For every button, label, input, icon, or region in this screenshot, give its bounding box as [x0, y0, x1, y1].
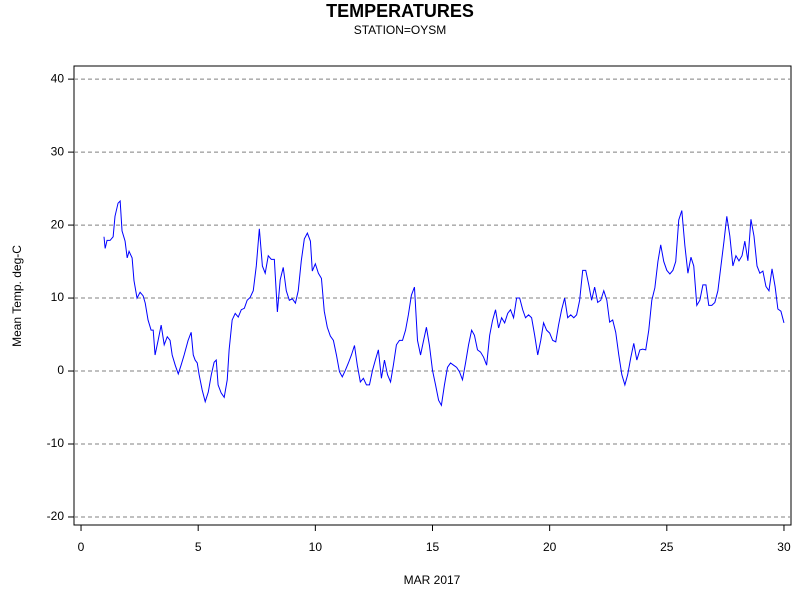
x-tick-label: 20 [543, 540, 557, 554]
y-axis-label: Mean Temp. deg-C [10, 245, 24, 347]
y-tick-label: 40 [51, 71, 65, 85]
chart-title: TEMPERATURES [326, 1, 474, 21]
x-tick-label: 0 [78, 540, 85, 554]
chart-subtitle: STATION=OYSM [354, 23, 447, 37]
y-tick-label: 20 [51, 217, 65, 231]
y-tick-label: -20 [47, 509, 65, 523]
x-tick-label: 25 [660, 540, 674, 554]
x-tick-label: 30 [777, 540, 791, 554]
y-tick-label: 0 [57, 363, 64, 377]
y-tick-label: -10 [47, 436, 65, 450]
plot-frame [73, 65, 792, 526]
y-tick-label: 30 [51, 144, 65, 158]
x-tick-label: 15 [426, 540, 440, 554]
x-tick-label: 5 [195, 540, 202, 554]
x-axis-label: MAR 2017 [404, 573, 461, 587]
x-tick-label: 10 [309, 540, 323, 554]
y-tick-label: 10 [51, 290, 65, 304]
temperature-line [103, 199, 785, 407]
